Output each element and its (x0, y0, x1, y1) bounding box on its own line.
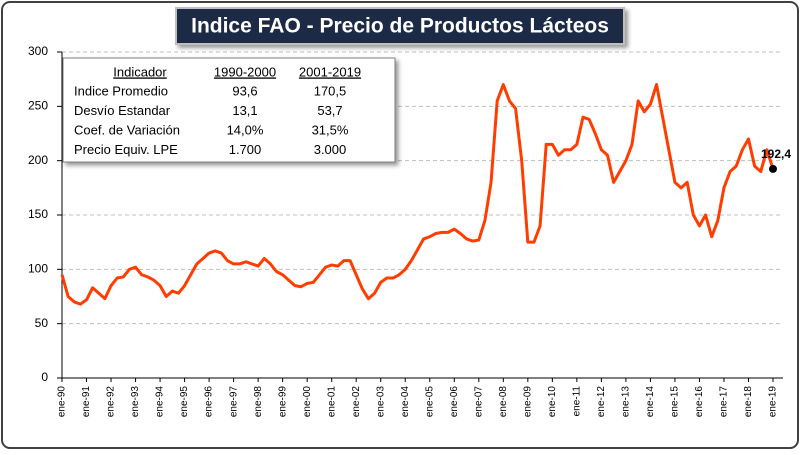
x-tick-label: ene-07 (473, 386, 484, 418)
x-tick-label: ene-91 (81, 386, 92, 418)
x-tick-label: ene-90 (57, 386, 68, 418)
x-tick-label: ene-98 (253, 386, 264, 418)
table-cell: 31,5% (312, 122, 349, 137)
x-tick-label: ene-99 (277, 386, 288, 418)
table-header: 2001-2019 (299, 64, 361, 79)
table-cell: 170,5 (314, 83, 347, 98)
x-tick-label: ene-09 (522, 386, 533, 418)
table-cell: 3.000 (314, 142, 347, 157)
x-tick-label: ene-05 (424, 386, 435, 418)
y-tick-label: 250 (28, 99, 48, 113)
table-header: Indicador (113, 64, 167, 79)
data-label: 192,4 (761, 147, 791, 161)
x-tick-label: ene-01 (326, 386, 337, 418)
x-tick-label: ene-92 (106, 386, 117, 418)
table-cell: Precio Equiv. LPE (74, 142, 178, 157)
x-tick-label: ene-04 (400, 386, 411, 418)
x-tick-label: ene-96 (204, 386, 215, 418)
end-point (769, 164, 777, 173)
table-cell: 1.700 (229, 142, 262, 157)
y-tick-label: 50 (35, 316, 49, 330)
table-header: 1990-2000 (214, 64, 276, 79)
x-tick-label: ene-10 (547, 386, 558, 418)
stats-table (62, 57, 396, 163)
x-tick-label: ene-06 (449, 386, 460, 418)
x-tick-label: ene-19 (768, 386, 779, 418)
x-tick-label: ene-12 (596, 386, 607, 418)
chart-title: Indice FAO - Precio de Productos Lácteos (191, 15, 609, 38)
line (60, 83, 775, 306)
table-cell: 14,0% (227, 122, 264, 137)
y-tick-label: 150 (28, 207, 48, 221)
x-tick-label: ene-94 (155, 386, 166, 418)
y-tick-label: 200 (28, 153, 48, 167)
x-tick-label: ene-18 (743, 386, 754, 418)
x-tick-label: ene-16 (694, 386, 705, 418)
table-cell: 93,6 (232, 83, 257, 98)
x-tick-label: ene-14 (645, 386, 656, 418)
x-tick-label: ene-13 (621, 386, 632, 418)
table-cell: Indice Promedio (74, 83, 168, 98)
x-tick-label: ene-15 (670, 386, 681, 418)
table-cell: 13,1 (232, 103, 257, 118)
table-cell: 53,7 (317, 103, 342, 118)
x-tick-label: ene-11 (572, 386, 583, 417)
y-tick-label: 300 (28, 44, 48, 58)
y-tick-label: 100 (28, 262, 48, 276)
x-tick-label: ene-00 (302, 386, 313, 418)
table-cell: Coef. de Variación (74, 122, 180, 137)
x-tick-label: ene-03 (375, 386, 386, 418)
y-tick-label: 0 (41, 370, 48, 384)
title-box (175, 7, 625, 45)
x-tick-label: ene-02 (351, 386, 362, 418)
x-tick-label: ene-93 (130, 386, 141, 418)
x-tick-label: ene-95 (179, 386, 190, 418)
x-tick-label: ene-08 (498, 386, 509, 418)
table-cell: Desvío Estandar (74, 103, 171, 118)
x-tick-label: ene-17 (719, 386, 730, 418)
x-tick-label: ene-97 (228, 386, 239, 418)
